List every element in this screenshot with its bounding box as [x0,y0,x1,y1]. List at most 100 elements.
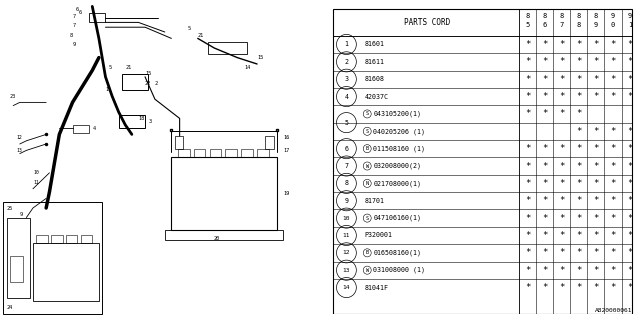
Text: *: * [576,144,582,153]
Text: 8: 8 [344,180,348,186]
Bar [266,136,273,149]
Text: *: * [593,214,598,223]
Text: 25: 25 [6,205,13,211]
Text: *: * [542,162,548,171]
Text: 11: 11 [342,233,350,238]
Text: 81611: 81611 [365,59,385,65]
Text: 81701: 81701 [365,198,385,204]
Text: *: * [627,92,633,101]
Text: 9: 9 [628,13,632,19]
Text: 5: 5 [188,26,191,31]
Text: 13: 13 [342,268,350,273]
Text: *: * [627,179,633,188]
Text: 047106160(1): 047106160(1) [373,215,421,221]
Text: *: * [576,162,582,171]
Text: 8: 8 [69,33,72,38]
Text: *: * [627,162,633,171]
Text: 8: 8 [525,13,530,19]
Text: 17: 17 [284,148,290,153]
Text: *: * [559,40,564,49]
Text: *: * [525,92,531,101]
Text: 6: 6 [543,22,547,28]
Text: 12: 12 [17,135,22,140]
Text: *: * [559,162,564,171]
Text: 1: 1 [106,87,109,92]
Text: 5: 5 [109,65,112,70]
Text: 2: 2 [155,81,158,86]
Text: *: * [627,57,633,66]
Text: 81608: 81608 [365,76,385,82]
Bar [6,218,29,298]
Text: *: * [611,248,616,257]
Text: 21: 21 [125,65,131,70]
Bar [122,74,148,90]
Text: 10: 10 [342,216,350,220]
Text: *: * [542,179,548,188]
Text: 5: 5 [344,120,348,126]
Text: 21: 21 [198,33,204,38]
Bar [33,243,99,301]
Text: *: * [576,196,582,205]
Text: 2: 2 [344,59,348,65]
Text: 7: 7 [72,13,76,19]
Text: 021708000(1): 021708000(1) [373,180,421,187]
Bar [178,149,189,157]
Text: *: * [559,266,564,275]
Text: P320001: P320001 [365,232,393,238]
Text: 7: 7 [560,22,564,28]
Text: *: * [542,57,548,66]
Text: *: * [525,179,531,188]
Text: *: * [525,144,531,153]
Text: *: * [611,196,616,205]
Text: *: * [576,92,582,101]
Text: 42037C: 42037C [365,93,388,100]
Text: S: S [365,216,369,220]
Text: *: * [576,266,582,275]
Text: *: * [576,231,582,240]
Text: *: * [542,196,548,205]
Text: S: S [365,129,369,134]
Text: *: * [559,92,564,101]
Text: *: * [611,283,616,292]
Text: 18: 18 [138,116,145,121]
Text: *: * [542,92,548,101]
Text: 19: 19 [284,191,290,196]
Text: *: * [611,40,616,49]
Text: *: * [611,179,616,188]
Text: 1: 1 [344,42,348,47]
Text: *: * [525,266,531,275]
Text: *: * [542,40,548,49]
Text: 7: 7 [344,163,348,169]
Bar [10,256,23,282]
Text: 8: 8 [577,22,581,28]
Text: W: W [365,268,369,273]
Text: 8: 8 [543,13,547,19]
Text: *: * [525,162,531,171]
Text: *: * [525,231,531,240]
Text: *: * [559,179,564,188]
Text: 6: 6 [79,10,82,15]
Text: *: * [627,283,633,292]
Bar [36,235,48,243]
Text: 0: 0 [611,22,615,28]
Text: A820000061: A820000061 [595,308,632,313]
Text: W: W [365,164,369,169]
Text: 9: 9 [72,42,76,47]
Text: 9: 9 [611,13,615,19]
Text: *: * [542,231,548,240]
Text: *: * [611,231,616,240]
Text: *: * [593,40,598,49]
Text: *: * [593,248,598,257]
Text: *: * [525,214,531,223]
Text: *: * [593,266,598,275]
Text: 14: 14 [244,65,250,70]
Text: *: * [525,283,531,292]
Text: *: * [611,57,616,66]
Text: *: * [611,92,616,101]
Text: *: * [542,248,548,257]
Text: N: N [365,181,369,186]
Text: 12: 12 [342,250,350,255]
Text: *: * [525,196,531,205]
Text: *: * [576,75,582,84]
Text: *: * [593,127,598,136]
